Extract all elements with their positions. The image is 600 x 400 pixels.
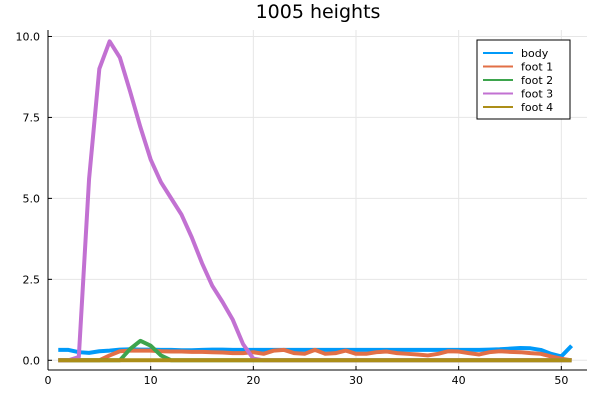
y-tick-label: 7.5	[23, 111, 41, 124]
legend-label: foot 2	[521, 74, 553, 87]
axes	[47, 30, 587, 371]
x-tick-label: 20	[246, 374, 260, 387]
legend-label: foot 3	[521, 88, 553, 101]
y-tick-label: 2.5	[23, 273, 41, 286]
legend-label: foot 4	[521, 101, 553, 114]
legend-label: foot 1	[521, 61, 553, 74]
x-tick-label: 10	[144, 374, 158, 387]
legend-label: body	[521, 47, 549, 60]
x-tick-label: 30	[349, 374, 363, 387]
y-tick-label: 0.0	[23, 354, 41, 367]
x-tick-label: 50	[554, 374, 568, 387]
tick-labels: 0 10 20 30 40 50 0.0 2.5 5.0 7.5 10.0	[16, 30, 569, 387]
y-tick-label: 10.0	[16, 30, 41, 43]
series-layer	[58, 39, 574, 363]
series-line-foot-3	[58, 39, 572, 363]
y-tick-label: 5.0	[23, 192, 41, 205]
series-line-foot-1	[58, 347, 572, 363]
x-tick-label: 40	[452, 374, 466, 387]
x-tick-label: 0	[45, 374, 52, 387]
chart-title: 1005 heights	[256, 1, 381, 23]
